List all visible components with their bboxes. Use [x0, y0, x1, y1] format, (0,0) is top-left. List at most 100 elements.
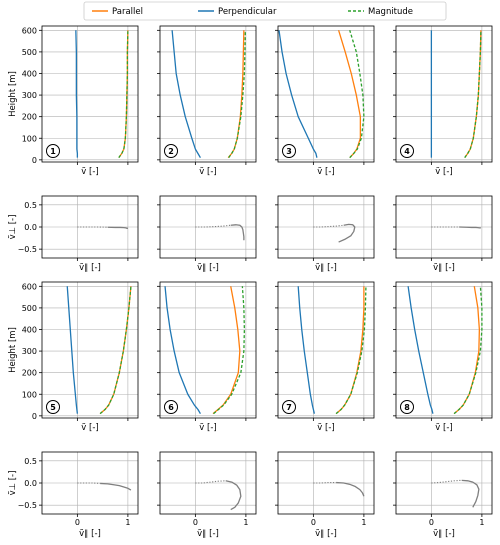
axes-frame-8	[395, 281, 493, 419]
x-axis-label-1: ṽ [-]	[81, 167, 98, 177]
y-tick-label-1: 0.0	[24, 479, 37, 488]
hodograph-panel-6: 0 1 ṽ∥ [-]	[157, 451, 257, 539]
perpendicular-line-1	[75, 30, 79, 158]
hodograph-line-5	[100, 482, 132, 491]
y-tick-label-1: 100	[22, 390, 37, 399]
panel-badge-8: 8	[404, 403, 410, 412]
x-tick-label-0: 0	[311, 518, 316, 527]
x-axis-label-5: ṽ∥ [-]	[79, 529, 101, 539]
hodograph-line-8	[461, 479, 480, 508]
panel-badge-circle-8	[400, 400, 414, 414]
profile-panel-5: 5 0 100 200 300 400 500 600 ṽ [-] Height [m]	[8, 281, 139, 433]
x-tick-label-0: 0	[193, 518, 198, 527]
panel-badge-circle-7	[282, 400, 296, 414]
y-axis-label-5: ṽ⊥ [-]	[8, 471, 18, 496]
hodograph-line-3	[338, 223, 356, 243]
x-axis-label-7: ṽ∥ [-]	[315, 529, 337, 539]
panel-badge-circle-5	[46, 400, 60, 414]
x-axis-label-4: ṽ [-]	[435, 167, 452, 177]
parallel-line-5	[99, 286, 132, 415]
x-axis-label-4: ṽ∥ [-]	[433, 263, 455, 273]
hodograph-panel-8: 0 1 ṽ∥ [-]	[393, 451, 493, 539]
y-tick-label-6: 600	[22, 26, 37, 35]
x-axis-label-5: ṽ [-]	[81, 423, 98, 433]
panel-badge-4: 4	[404, 147, 410, 156]
magnitude-line-4	[464, 30, 482, 159]
x-tick-label-0: 0	[429, 518, 434, 527]
x-tick-label-1: 1	[361, 518, 366, 527]
x-axis-label-3: ṽ∥ [-]	[315, 263, 337, 273]
y-axis-label-1: Height [m]	[8, 71, 18, 117]
parallel-line-6	[212, 286, 241, 415]
hodograph-panel-1: −0.5 0.0 0.5 ṽ∥ [-] ṽ⊥ [-]	[8, 195, 139, 273]
profile-panel-7: 7 ṽ [-]	[275, 281, 375, 433]
y-tick-label-2: 0.5	[24, 457, 37, 466]
y-tick-label-4: 400	[22, 325, 37, 334]
hodograph-panel-2: ṽ∥ [-]	[157, 195, 257, 273]
hodograph-line-2	[230, 224, 245, 241]
x-axis-label-2: ṽ [-]	[199, 167, 216, 177]
x-axis-label-8: ṽ∥ [-]	[433, 529, 455, 539]
axes-frame-4	[395, 25, 493, 163]
perpendicular-line-8	[407, 286, 434, 414]
axes-frame-3	[277, 25, 375, 163]
y-tick-label-1: 100	[22, 134, 37, 143]
hodograph-panel-5: 0 1 −0.5 0.0 0.5 ṽ∥ [-] ṽ⊥ [-]	[8, 451, 139, 539]
perpendicular-line-2	[171, 30, 201, 159]
magnitude-line-5	[99, 286, 132, 415]
hodograph-dotted-3	[313, 224, 344, 228]
profile-panel-1: 1 0 100 200 300 400 500 600 ṽ [-] Height [m]	[8, 25, 139, 177]
hodograph-line-4	[459, 226, 481, 229]
x-tick-label-1: 1	[243, 518, 248, 527]
y-tick-label-0: 0	[32, 156, 37, 165]
y-tick-label-0: 0	[32, 412, 37, 421]
x-axis-label-3: ṽ [-]	[317, 167, 334, 177]
magnitude-line-6	[213, 286, 246, 415]
panel-badge-circle-6	[164, 400, 178, 414]
y-axis-label-5: Height [m]	[8, 327, 18, 373]
legend-magnitude-label: Magnitude	[368, 7, 413, 17]
y-tick-label-3: 300	[22, 91, 37, 100]
x-axis-label-6: ṽ [-]	[199, 423, 216, 433]
magnitude-line-2	[228, 30, 247, 159]
parallel-line-7	[335, 286, 365, 415]
y-tick-label-0: −0.5	[18, 245, 37, 254]
panel-badge-circle-4	[400, 144, 414, 158]
panel-badge-3: 3	[286, 147, 292, 156]
x-tick-label-0: 0	[75, 518, 80, 527]
panel-badge-2: 2	[168, 147, 174, 156]
panel-badge-7: 7	[286, 403, 292, 412]
parallel-line-3	[338, 30, 362, 159]
profile-panel-2: 2 ṽ [-]	[157, 25, 257, 177]
y-tick-label-2: 200	[22, 369, 37, 378]
hodograph-panel-7: 0 1 ṽ∥ [-]	[275, 451, 375, 539]
magnitude-line-8	[453, 286, 483, 415]
hodograph-line-6	[225, 480, 242, 511]
y-tick-label-5: 500	[22, 304, 37, 313]
hodograph-panel-4: ṽ∥ [-]	[393, 195, 493, 273]
panel-badge-circle-2	[164, 144, 178, 158]
hodograph-dotted-6	[195, 480, 226, 484]
hodograph-panel-3: ṽ∥ [-]	[275, 195, 375, 273]
x-tick-label-1: 1	[479, 518, 484, 527]
y-tick-label-1: 0.0	[24, 223, 37, 232]
y-tick-label-6: 600	[22, 282, 37, 291]
hodograph-line-1	[107, 226, 128, 229]
axes-frame-2	[159, 25, 257, 163]
y-tick-label-3: 300	[22, 347, 37, 356]
profile-panel-6: 6 ṽ [-]	[157, 281, 257, 433]
x-axis-label-7: ṽ [-]	[317, 423, 334, 433]
magnitude-line-3	[349, 30, 365, 159]
parallel-line-2	[227, 30, 245, 159]
perpendicular-line-5	[66, 286, 79, 414]
perpendicular-line-3	[278, 30, 318, 158]
y-tick-label-0: −0.5	[18, 501, 37, 510]
hodograph-dotted-8	[431, 479, 462, 484]
legend: Parallel Perpendicular Magnitude	[83, 1, 447, 21]
axes-frame-7	[277, 281, 375, 419]
profile-panel-8: 8 ṽ [-]	[393, 281, 493, 433]
panel-badge-circle-3	[282, 144, 296, 158]
axes-frame-5	[41, 281, 139, 419]
profile-panel-4: 4 ṽ [-]	[393, 25, 493, 177]
